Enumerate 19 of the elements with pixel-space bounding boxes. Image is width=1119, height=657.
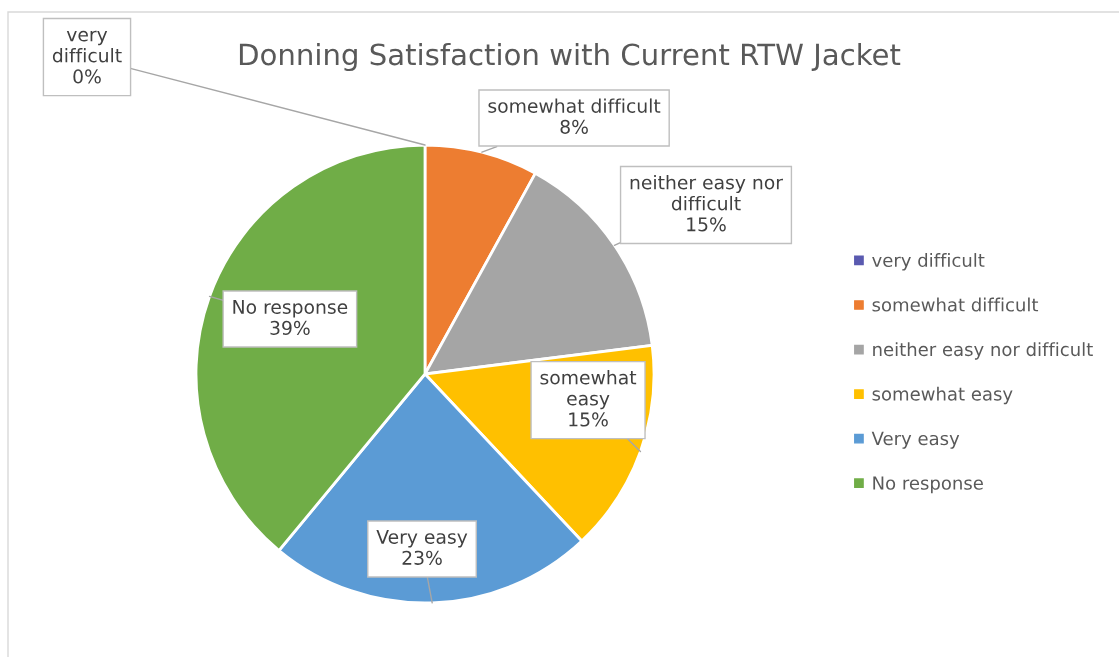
legend-label: No response: [873, 476, 983, 494]
data-label: 39%: [270, 320, 310, 335]
slice-label: somewhat easy: [540, 370, 637, 410]
data-label: 23%: [402, 550, 442, 565]
legend-label: very difficult: [872, 253, 985, 271]
slice-label: neither easy nor difficult: [630, 174, 783, 211]
category-label: very difficult: [52, 30, 122, 63]
text: 0%: [73, 69, 101, 84]
data-label: 8%: [560, 119, 588, 134]
chart-title: Donning Satisfaction with Current RTW Jacket: [239, 42, 901, 72]
legend-label: Very easy: [871, 431, 960, 449]
legend-label: somewhat difficult: [872, 297, 1039, 312]
data-label: 15%: [687, 217, 726, 232]
slice-label: No response: [233, 300, 348, 318]
data-label: 15%: [569, 412, 608, 427]
slice-label: somewhat difficult: [488, 98, 661, 113]
legend-label: somewhat easy: [872, 386, 1013, 405]
slice-label: Very easy: [376, 529, 468, 548]
legend-label: neither easy nor difficult: [873, 342, 1093, 360]
